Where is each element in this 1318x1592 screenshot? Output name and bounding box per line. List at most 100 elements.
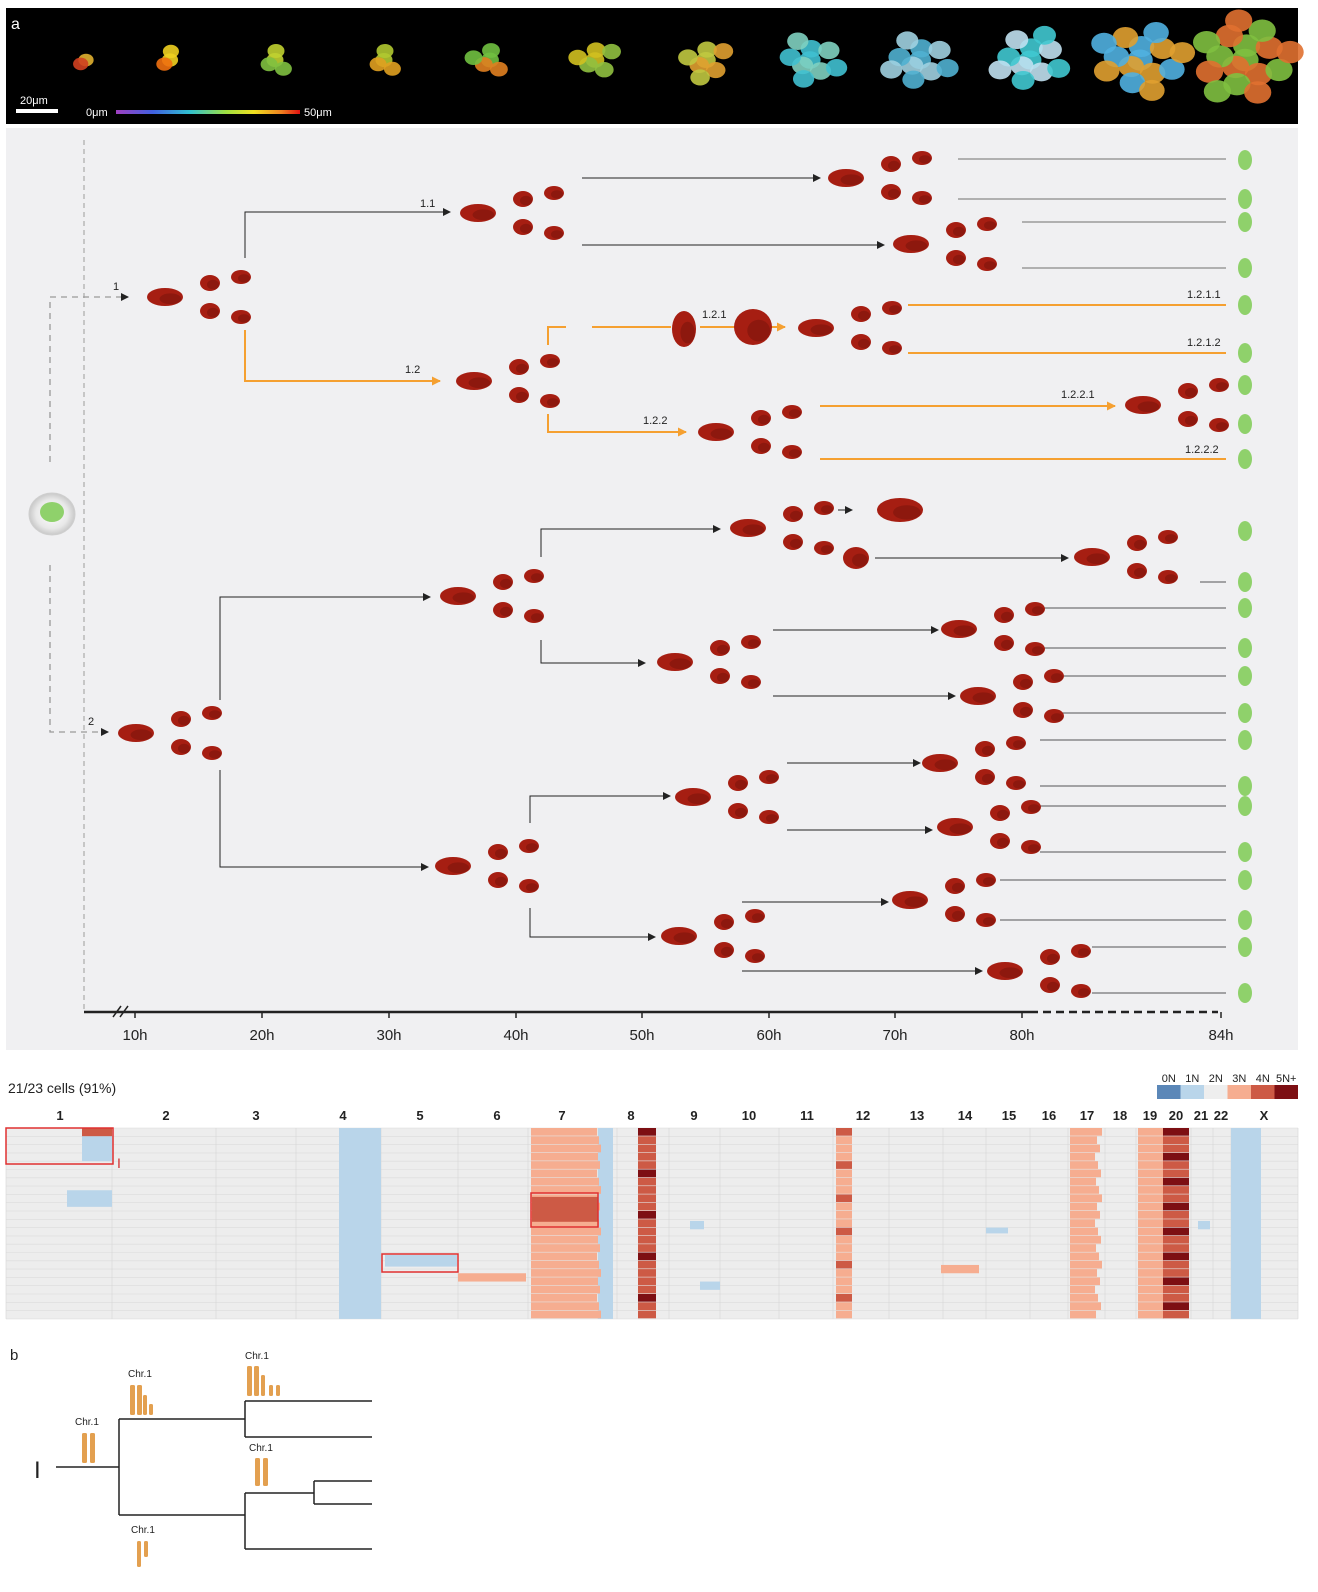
cell-shadow bbox=[178, 715, 190, 726]
heatmap-cell bbox=[1163, 1144, 1189, 1153]
endpoint-cell bbox=[1238, 375, 1252, 395]
heatmap-cell bbox=[1070, 1161, 1098, 1169]
endpoint-cell bbox=[1238, 343, 1252, 363]
heatmap-cell bbox=[1138, 1235, 1164, 1244]
embryo-nucleus bbox=[896, 31, 919, 50]
chromosome-glyph bbox=[254, 1366, 259, 1396]
cell-shadow bbox=[516, 391, 528, 402]
heatmap-cell bbox=[531, 1227, 601, 1236]
heatmap-cell bbox=[1163, 1128, 1189, 1136]
chromosome-label: 6 bbox=[493, 1108, 500, 1123]
heatmap-cell bbox=[1138, 1260, 1164, 1269]
embryo-nucleus bbox=[880, 60, 903, 79]
cell-shadow bbox=[1185, 387, 1197, 398]
heatmap-cell bbox=[1163, 1211, 1189, 1219]
heatmap-cell bbox=[700, 1281, 720, 1290]
embryo-nucleus bbox=[1276, 40, 1304, 64]
embryo-nucleus bbox=[1093, 60, 1120, 82]
chromosome-label: 20 bbox=[1169, 1108, 1183, 1123]
chromosome-label: 16 bbox=[1042, 1108, 1056, 1123]
heatmap-cell bbox=[638, 1260, 656, 1269]
chr-label-mid: Chr.1 bbox=[249, 1443, 273, 1454]
chr-label-upper: Chr.1 bbox=[128, 1369, 152, 1380]
branch-1-2-1-stub bbox=[547, 326, 566, 345]
embryo-nucleus bbox=[1112, 27, 1139, 48]
heatmap-cell bbox=[531, 1128, 597, 1136]
cell-shadow bbox=[447, 862, 470, 874]
cell-shadow bbox=[949, 823, 972, 835]
cell-shadow bbox=[1020, 706, 1032, 717]
cell-shadow bbox=[520, 223, 532, 234]
chromosome-label: 9 bbox=[690, 1108, 697, 1123]
time-tick-label: 84h bbox=[1208, 1027, 1233, 1044]
embryo-nucleus bbox=[1203, 80, 1231, 103]
heatmap-cell bbox=[1138, 1152, 1164, 1161]
chromosome-label: 12 bbox=[856, 1108, 870, 1123]
heatmap-cell bbox=[836, 1202, 852, 1211]
branch-2-2 bbox=[219, 770, 429, 871]
heatmap-cell bbox=[1070, 1244, 1096, 1252]
embryo-nucleus bbox=[156, 57, 173, 71]
heatmap-cell bbox=[836, 1128, 852, 1136]
heatmap-cell bbox=[638, 1136, 656, 1144]
time-tick-label: 10h bbox=[122, 1027, 147, 1044]
embryo-nucleus bbox=[260, 57, 278, 72]
heatmap-cell bbox=[531, 1144, 601, 1153]
chr-label-lower: Chr.1 bbox=[131, 1525, 155, 1536]
embryo-nucleus bbox=[383, 61, 401, 76]
embryo-nucleus bbox=[1143, 22, 1169, 43]
heatmap-cell bbox=[531, 1186, 601, 1194]
heatmap-cell bbox=[638, 1269, 656, 1277]
endpoint-cell bbox=[1238, 150, 1252, 170]
endpoint-cell bbox=[1238, 703, 1252, 723]
branch-2-1-2 bbox=[540, 640, 646, 667]
heatmap-cell bbox=[1163, 1186, 1189, 1194]
chromosome-label: 10 bbox=[742, 1108, 756, 1123]
legend-swatch bbox=[1251, 1085, 1275, 1099]
cell-shadow bbox=[1013, 740, 1025, 749]
label-1-1: 1.1 bbox=[420, 198, 435, 210]
heatmap-cell bbox=[531, 1302, 599, 1310]
endpoint-cell bbox=[1238, 572, 1252, 592]
cell-shadow bbox=[742, 524, 765, 536]
cell-shadow bbox=[889, 345, 901, 354]
heatmap-cell bbox=[1070, 1269, 1097, 1277]
cell-shadow bbox=[209, 710, 221, 719]
cell-shadow bbox=[721, 946, 733, 957]
cell-shadow bbox=[810, 324, 833, 336]
highlight-box bbox=[5, 1127, 114, 1165]
panel-b-letter: b bbox=[10, 1347, 18, 1364]
heatmap-cell bbox=[1138, 1169, 1164, 1178]
chromosome-glyph bbox=[247, 1366, 252, 1396]
heatmap-cell bbox=[1070, 1169, 1101, 1178]
heatmap-cell bbox=[339, 1128, 381, 1319]
chromosome-label: 11 bbox=[800, 1108, 814, 1123]
cell-shadow bbox=[983, 917, 995, 926]
cell-shadow bbox=[547, 358, 559, 367]
cell-shadow bbox=[953, 254, 965, 265]
cell-shadow bbox=[840, 174, 863, 186]
chromosome-label: 7 bbox=[558, 1108, 565, 1123]
cell-shadow bbox=[789, 409, 801, 418]
heatmap-cell bbox=[1231, 1128, 1261, 1319]
chromosome-labels: 1 2 3 4 5 6 7 8 9 10 11 12 13 14 15 16 17 18 19 20 21 22 X bbox=[56, 1108, 1268, 1123]
cell-shadow bbox=[790, 510, 802, 521]
embryo-nucleus bbox=[1005, 30, 1029, 50]
legend-swatch bbox=[1157, 1085, 1181, 1099]
heatmap-cell bbox=[1163, 1285, 1189, 1294]
cell-shadow bbox=[1216, 382, 1228, 391]
cell-shadow bbox=[516, 363, 528, 374]
copy-number-heatmap bbox=[5, 1127, 1299, 1320]
heatmap-cell bbox=[1070, 1128, 1102, 1136]
cell-shadow bbox=[748, 679, 760, 688]
heatmap-cell bbox=[1138, 1202, 1164, 1211]
embryo-nucleus bbox=[1033, 25, 1056, 45]
heatmap-cell bbox=[1163, 1177, 1189, 1186]
cell-shadow bbox=[752, 913, 764, 922]
endpoint-cell bbox=[1238, 598, 1252, 618]
heatmap-cell bbox=[1138, 1269, 1164, 1277]
embryo-nucleus bbox=[1091, 32, 1117, 54]
heatmap-cell bbox=[531, 1169, 597, 1178]
heatmap-cell bbox=[67, 1190, 112, 1207]
